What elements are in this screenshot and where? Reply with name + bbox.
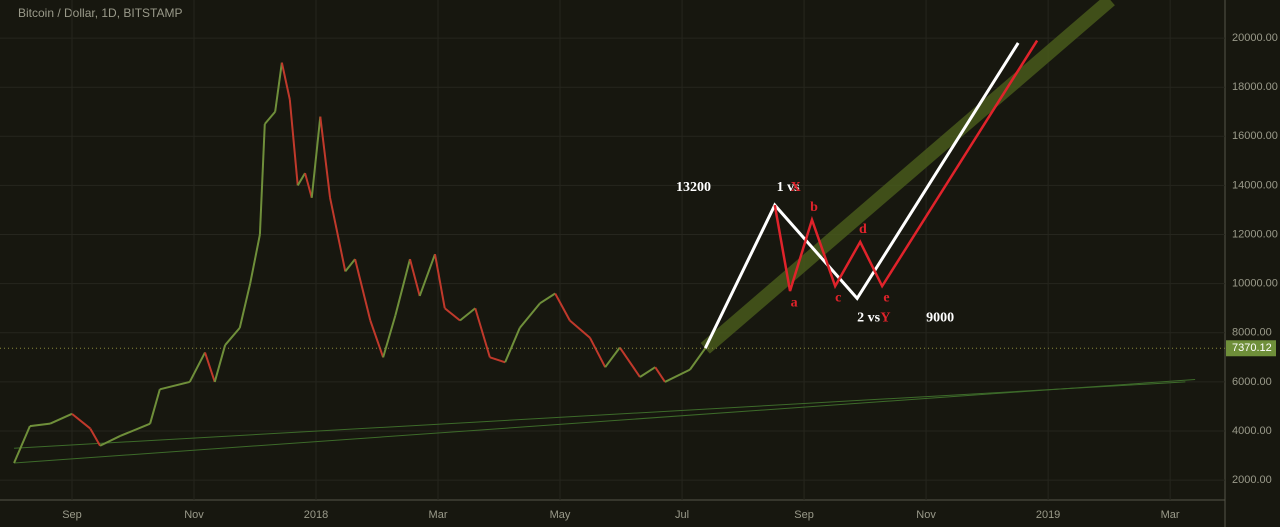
drawing-line bbox=[773, 39, 1039, 292]
price-segment bbox=[304, 172, 313, 198]
x-tick-label: Nov bbox=[916, 509, 936, 521]
price-segment bbox=[99, 435, 121, 447]
annotation: 13200 bbox=[676, 180, 711, 195]
y-tick-label: 8000.00 bbox=[1232, 327, 1272, 339]
price-segment bbox=[213, 344, 227, 383]
price-segment bbox=[619, 346, 641, 378]
price-segment bbox=[459, 307, 476, 322]
y-tick-label: 20000.00 bbox=[1232, 32, 1278, 44]
drawing-line bbox=[14, 381, 1186, 449]
drawing-line bbox=[14, 378, 1196, 464]
price-segment bbox=[280, 62, 291, 100]
x-tick-label: 2019 bbox=[1036, 509, 1060, 521]
price-segment bbox=[159, 380, 190, 391]
price-segment bbox=[589, 337, 607, 368]
annotation: X bbox=[791, 180, 801, 195]
price-segment bbox=[204, 352, 216, 383]
price-segment bbox=[539, 292, 556, 305]
annotation: 2 vs bbox=[857, 310, 881, 325]
price-segment bbox=[119, 422, 151, 437]
price-segment bbox=[519, 302, 541, 329]
annotation: b bbox=[810, 200, 818, 215]
price-segment bbox=[689, 347, 707, 371]
price-segment bbox=[296, 172, 306, 186]
y-tick-label: 10000.00 bbox=[1232, 278, 1278, 290]
chart-title: Bitcoin / Dollar, 1D, BITSTAMP bbox=[18, 6, 183, 20]
price-segment bbox=[554, 293, 571, 321]
price-segment bbox=[264, 111, 276, 125]
price-segment bbox=[249, 234, 261, 284]
price-segment bbox=[188, 351, 206, 383]
annotation: 1 vs bbox=[777, 180, 801, 195]
price-segment bbox=[258, 123, 266, 235]
price-segment bbox=[224, 327, 241, 346]
price-segment bbox=[382, 315, 397, 358]
x-tick-label: Mar bbox=[1161, 509, 1180, 521]
price-segment bbox=[274, 62, 283, 112]
x-tick-label: Sep bbox=[62, 509, 82, 521]
x-tick-label: Mar bbox=[429, 509, 448, 521]
drawing-line bbox=[700, 0, 1115, 354]
price-segment bbox=[569, 319, 591, 339]
price-segment bbox=[319, 116, 332, 198]
y-tick-label: 6000.00 bbox=[1232, 376, 1272, 388]
price-segment bbox=[394, 258, 411, 316]
x-tick-label: Sep bbox=[794, 509, 814, 521]
price-segment bbox=[444, 307, 461, 322]
x-tick-label: May bbox=[550, 509, 571, 521]
price-segment bbox=[344, 258, 356, 273]
price-segment bbox=[474, 307, 491, 358]
price-segment bbox=[409, 258, 421, 297]
price-segment bbox=[89, 428, 101, 447]
y-tick-label: 2000.00 bbox=[1232, 474, 1272, 486]
y-tick-label: 18000.00 bbox=[1232, 81, 1278, 93]
price-segment bbox=[29, 422, 51, 428]
price-segment bbox=[418, 253, 436, 297]
price-segment bbox=[13, 425, 31, 464]
annotation: 9000 bbox=[926, 310, 954, 325]
y-tick-label: 14000.00 bbox=[1232, 179, 1278, 191]
price-segment bbox=[639, 366, 656, 378]
price-segment bbox=[329, 197, 347, 272]
price-segment bbox=[288, 99, 299, 186]
price-segment bbox=[369, 320, 385, 358]
price-segment bbox=[49, 412, 73, 425]
y-tick-label: 12000.00 bbox=[1232, 228, 1278, 240]
price-segment bbox=[149, 389, 161, 424]
drawing-line bbox=[703, 42, 1020, 349]
y-tick-label: 16000.00 bbox=[1232, 130, 1278, 142]
x-tick-label: Nov bbox=[184, 509, 204, 521]
annotation: d bbox=[859, 222, 867, 237]
annotation: e bbox=[883, 291, 889, 306]
last-price-label: 7370.12 bbox=[1232, 342, 1272, 354]
annotation: a bbox=[791, 296, 798, 311]
price-segment bbox=[354, 258, 372, 321]
price-segment bbox=[434, 254, 446, 309]
last-price-box bbox=[1226, 340, 1276, 357]
annotation: Y bbox=[880, 310, 890, 325]
y-tick-label: 4000.00 bbox=[1232, 425, 1272, 437]
price-segment bbox=[238, 283, 252, 329]
price-segment bbox=[604, 346, 621, 368]
annotation: c bbox=[835, 291, 841, 306]
x-tick-label: Jul bbox=[675, 509, 689, 521]
price-segment bbox=[71, 413, 91, 430]
price-segment bbox=[664, 368, 691, 383]
price-segment bbox=[654, 366, 666, 383]
x-tick-label: 2018 bbox=[304, 509, 328, 521]
price-segment bbox=[489, 356, 506, 364]
price-segment bbox=[310, 116, 322, 198]
price-segment bbox=[504, 327, 521, 363]
